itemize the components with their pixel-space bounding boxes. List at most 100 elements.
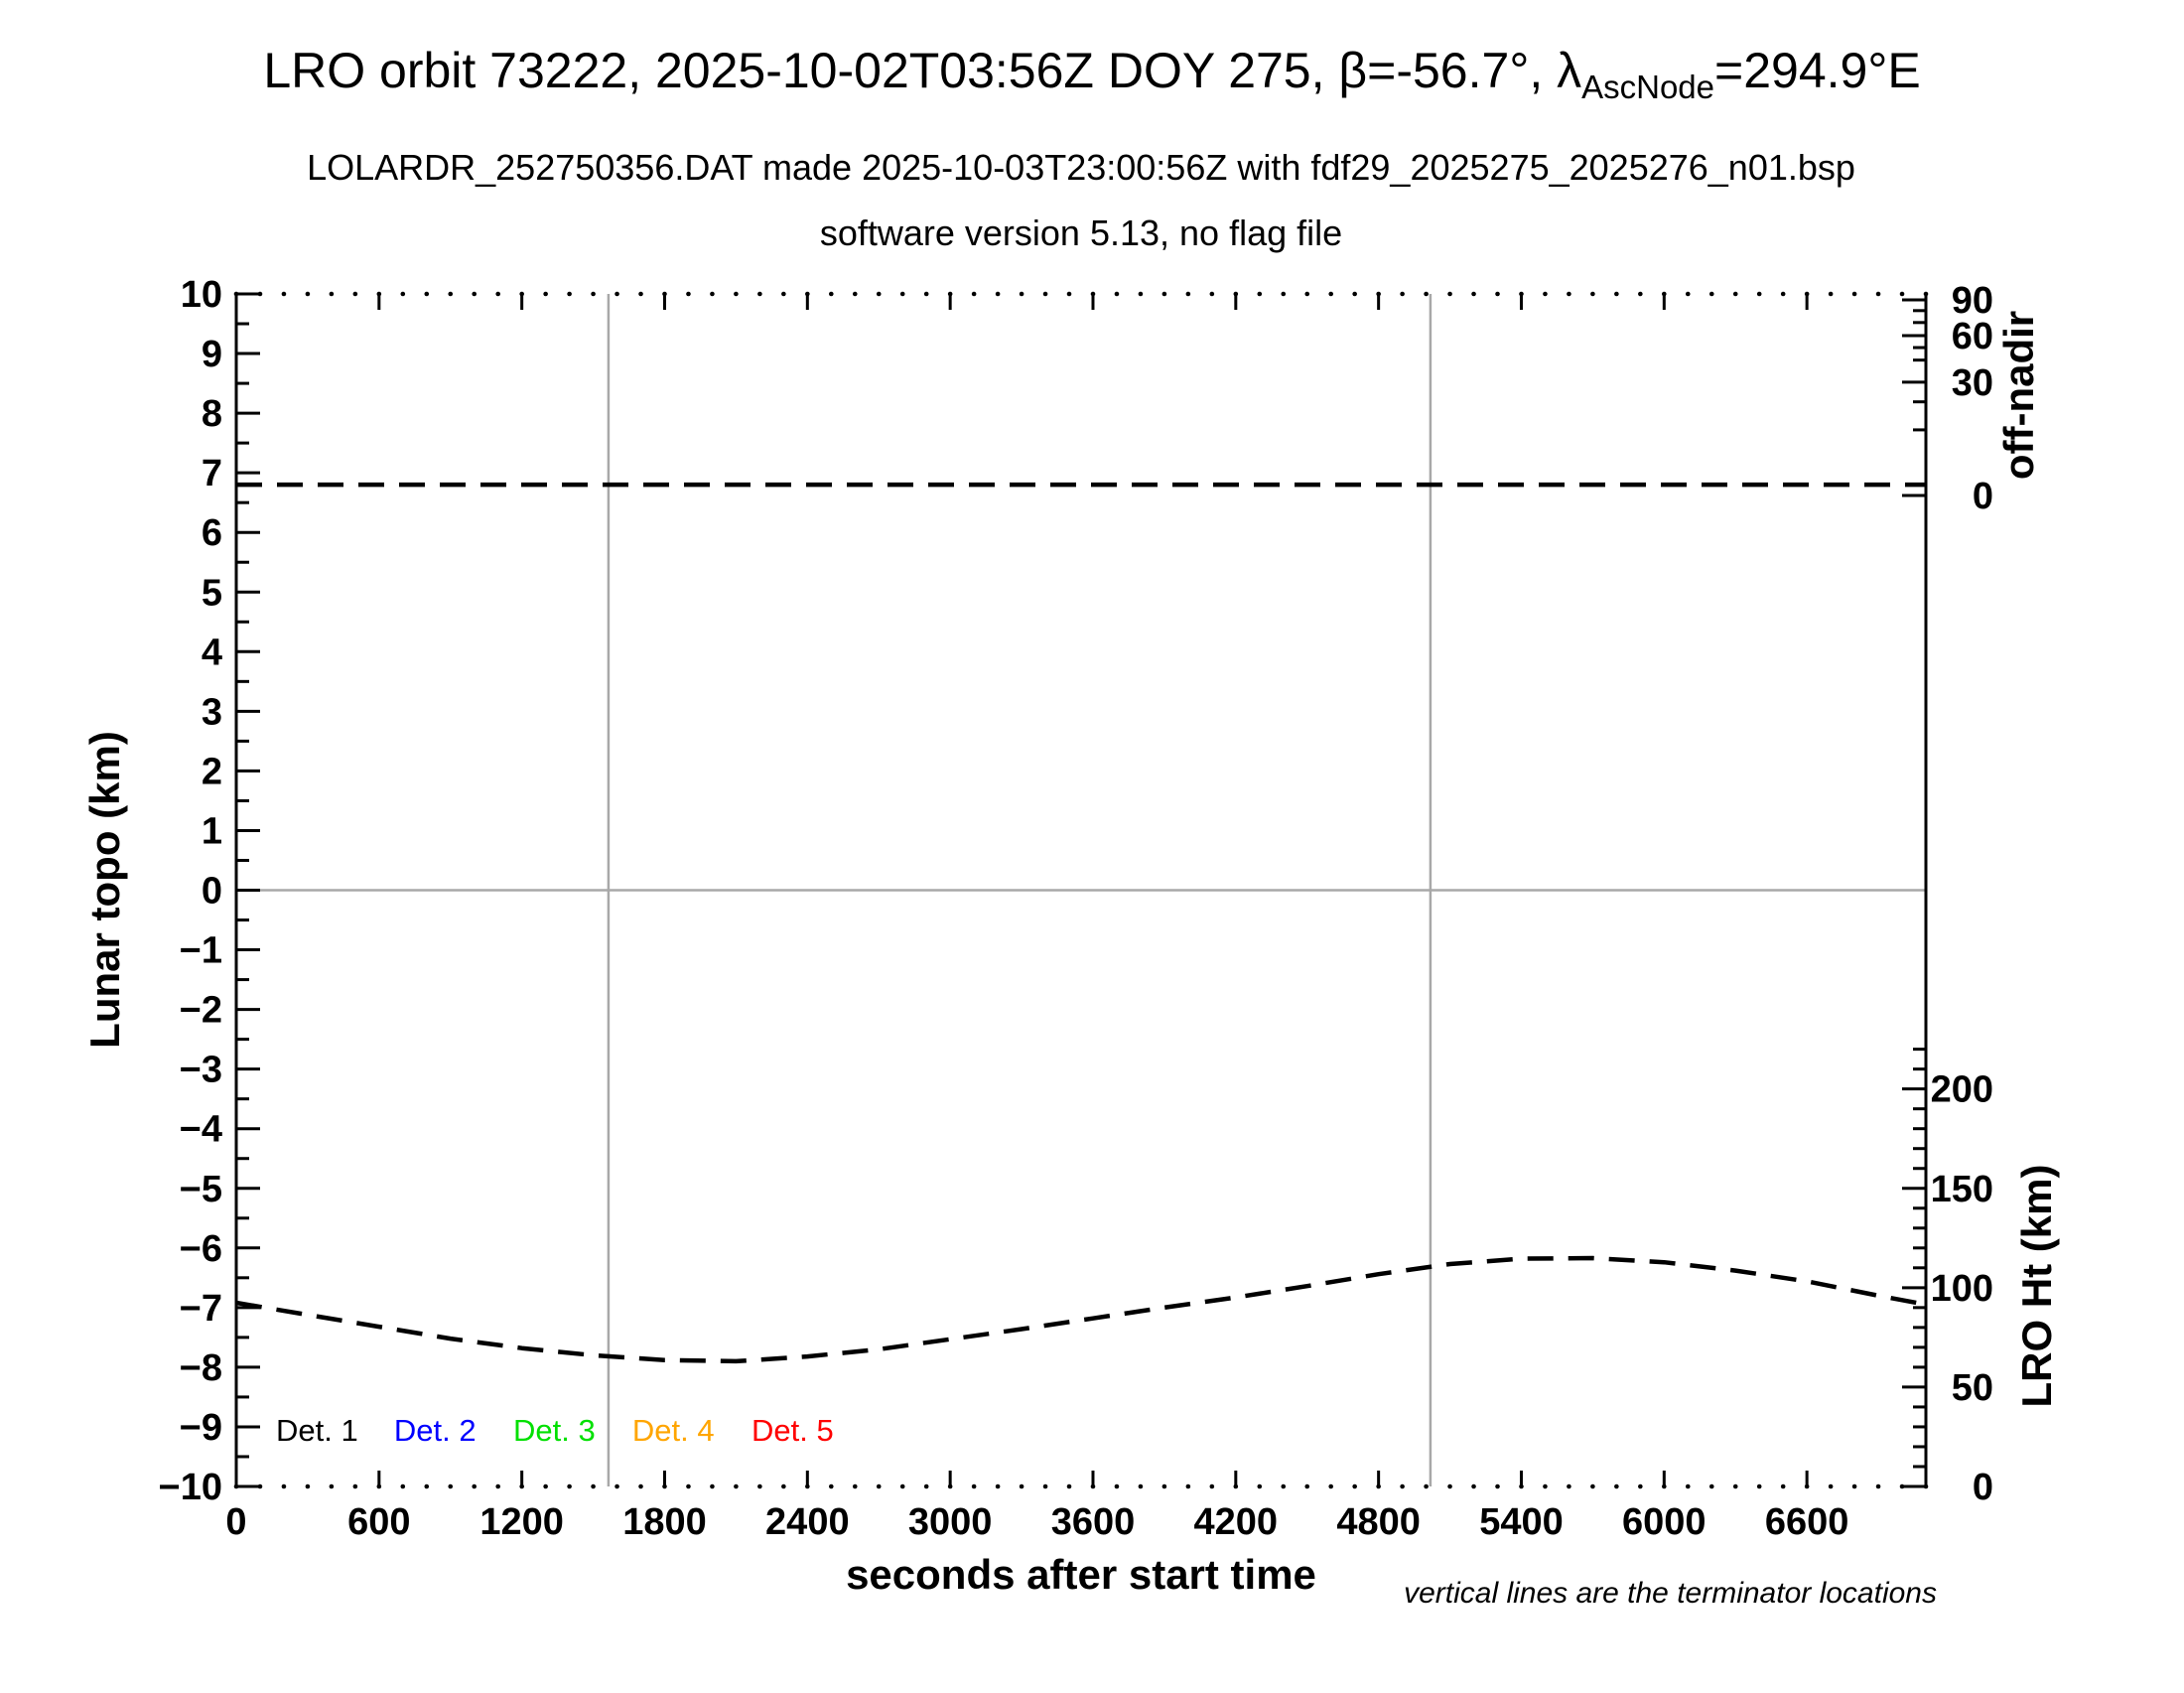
y-right-bottom-axis-title: LRO Ht (km) [2013, 1164, 2060, 1408]
top-frame-dot [400, 291, 406, 297]
bottom-frame-dot [1495, 1483, 1500, 1489]
y-left-tick-label: 6 [202, 512, 222, 554]
offnadir-tick-label: 0 [1973, 476, 1993, 517]
bottom-frame-dot [1400, 1483, 1405, 1489]
bottom-frame-dot [567, 1483, 572, 1489]
y-left-axis-title: Lunar topo (km) [81, 731, 128, 1049]
top-frame-dot [1114, 291, 1120, 297]
top-frame-dot [1185, 291, 1191, 297]
top-frame-dot [1828, 291, 1834, 297]
top-frame-dot [1066, 291, 1072, 297]
bottom-frame-dot [281, 1483, 287, 1489]
offnadir-tick-label: 30 [1952, 362, 1993, 404]
bottom-frame-dot [1185, 1483, 1191, 1489]
bottom-frame-dot [495, 1483, 500, 1489]
bottom-frame-dot [1138, 1483, 1144, 1489]
x-tick-label: 5400 [1479, 1501, 1564, 1543]
top-frame-dot [1138, 291, 1144, 297]
offnadir-tick-label: 90 [1952, 280, 1993, 322]
bottom-frame-dot [995, 1483, 1001, 1489]
y-left-tick-label: 9 [202, 334, 222, 375]
lroht-tick-label: 200 [1931, 1069, 1993, 1111]
x-tick-label: 6600 [1765, 1501, 1849, 1543]
top-frame-dot [1019, 291, 1024, 297]
top-frame-dot [1543, 291, 1548, 297]
top-frame-dot [1875, 291, 1881, 297]
bottom-frame-dot [1042, 1483, 1048, 1489]
top-frame-dot [1209, 291, 1215, 297]
top-frame-dot [1161, 291, 1167, 297]
terminator-footnote: vertical lines are the terminator locati… [1404, 1577, 1937, 1610]
subtitle-data-file: LOLARDR_252750356.DAT made 2025-10-03T23… [307, 147, 1855, 188]
y-right-top-axis-title: off-nadir [1995, 310, 2042, 481]
bottom-frame-dot [828, 1483, 834, 1489]
y-left-tick-label: 4 [202, 632, 222, 673]
bottom-frame-dot [899, 1483, 905, 1489]
bottom-frame-dot [1019, 1483, 1024, 1489]
bottom-frame-dot [400, 1483, 406, 1489]
top-frame-dot [995, 291, 1001, 297]
bottom-frame-dot [1780, 1483, 1786, 1489]
y-left-tick-label: 8 [202, 393, 222, 435]
y-left-tick-label: −4 [180, 1109, 222, 1151]
y-left-tick-label: −10 [159, 1467, 222, 1508]
x-tick-label: 0 [225, 1501, 246, 1543]
top-frame-dot [1590, 291, 1595, 297]
top-frame-dot [638, 291, 643, 297]
bottom-frame-dot [591, 1483, 596, 1489]
bottom-frame-dot [757, 1483, 762, 1489]
x-tick-label: 6000 [1622, 1501, 1706, 1543]
legend-item-det-5: Det. 5 [751, 1413, 834, 1448]
top-frame-dot [495, 291, 500, 297]
y-left-tick-label: −6 [180, 1228, 222, 1270]
top-frame-dot [1732, 291, 1738, 297]
top-frame-dot [686, 291, 691, 297]
top-frame-dot [1281, 291, 1287, 297]
y-left-tick-label: 0 [202, 871, 222, 913]
top-frame-dot [329, 291, 335, 297]
x-tick-label: 1800 [622, 1501, 707, 1543]
bottom-frame-dot [1447, 1483, 1452, 1489]
y-left-tick-label: −9 [180, 1407, 222, 1449]
bottom-frame-dot [710, 1483, 715, 1489]
top-frame-dot [710, 291, 715, 297]
top-frame-dot [1400, 291, 1405, 297]
bottom-frame-dot [1685, 1483, 1691, 1489]
x-tick-label: 600 [347, 1501, 410, 1543]
top-frame-dot [1923, 291, 1929, 297]
top-frame-dot [1567, 291, 1571, 297]
bottom-frame-dot [305, 1483, 311, 1489]
bottom-frame-dot [352, 1483, 358, 1489]
top-frame-dot [971, 291, 977, 297]
top-frame-dot [1042, 291, 1048, 297]
bottom-frame-dot [686, 1483, 691, 1489]
bottom-frame-dot [971, 1483, 977, 1489]
y-left-tick-label: 2 [202, 751, 222, 792]
bottom-frame-dot [1567, 1483, 1571, 1489]
legend-item-det-1: Det. 1 [276, 1413, 358, 1448]
bottom-frame-dot [1328, 1483, 1334, 1489]
bottom-frame-dot [1424, 1483, 1429, 1489]
lro-height-series-curve [235, 1255, 1927, 1364]
x-tick-label: 3600 [1051, 1501, 1136, 1543]
top-frame-dot [448, 291, 454, 297]
legend-item-det-2: Det. 2 [394, 1413, 477, 1448]
x-tick-label: 2400 [765, 1501, 850, 1543]
y-left-tick-label: 1 [202, 810, 222, 852]
top-frame-dot [781, 291, 786, 297]
top-frame-dot [734, 291, 739, 297]
top-frame-dot [1424, 291, 1429, 297]
bottom-frame-dot [1638, 1483, 1643, 1489]
bottom-frame-dot [923, 1483, 929, 1489]
top-frame-dot [1471, 291, 1476, 297]
y-left-tick-label: 3 [202, 691, 222, 733]
bottom-frame-dot [1756, 1483, 1762, 1489]
x-tick-label: 1200 [479, 1501, 564, 1543]
top-frame-dot [1257, 291, 1263, 297]
bottom-frame-dot [1257, 1483, 1263, 1489]
top-frame-dot [1708, 291, 1714, 297]
bottom-frame-dot [852, 1483, 858, 1489]
title-suffix: =294.9°E [1714, 43, 1921, 98]
